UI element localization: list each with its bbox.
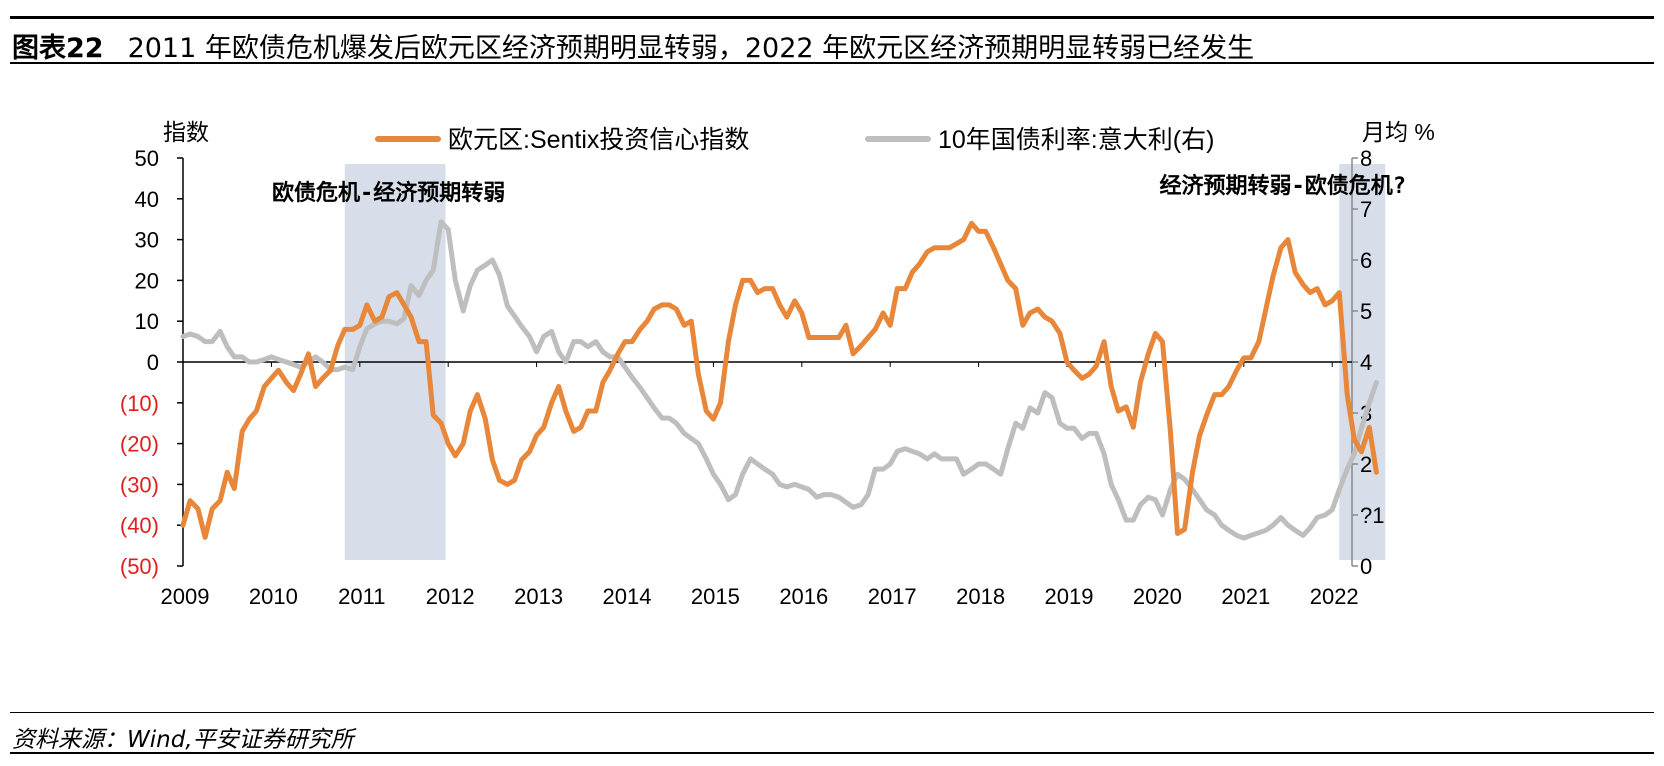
left-tick-label: (40)	[120, 513, 159, 538]
x-tick-label: 2018	[956, 584, 1005, 609]
right-axis-unit: 月均 %	[1362, 119, 1435, 145]
legend-label-sentix: 欧元区:Sentix投资信心指数	[448, 126, 749, 154]
right-tick-label: ?1	[1360, 503, 1384, 528]
left-tick-label: 50	[135, 146, 159, 171]
source-top-rule	[10, 712, 1654, 713]
bottom-rule	[10, 752, 1654, 754]
series-line-italy-yield	[180, 219, 1379, 541]
x-tick-label: 2013	[514, 584, 563, 609]
right-tick-label: 7	[1360, 197, 1372, 222]
left-tick-label: (30)	[120, 472, 159, 497]
left-tick-label: 40	[135, 187, 159, 212]
figure-label: 图表22	[12, 33, 104, 64]
legend-label-italy-yield: 10年国债利率:意大利(右)	[938, 126, 1214, 154]
x-tick-label: 2009	[161, 584, 210, 609]
x-tick-label: 2017	[868, 584, 917, 609]
top-rule	[10, 16, 1654, 19]
annotations: 欧元区:Sentix投资信心指数 10年国债利率:意大利(右) 欧债危机-经济预期转…	[272, 126, 1406, 206]
left-tick-label: (20)	[120, 432, 159, 457]
left-tick-label: 10	[135, 309, 159, 334]
left-tick-label: (50)	[120, 554, 159, 579]
x-tick-label: 2022	[1310, 584, 1359, 609]
x-tick-label: 2016	[779, 584, 828, 609]
x-tick-label: 2015	[691, 584, 740, 609]
right-tick-label: 6	[1360, 248, 1372, 273]
source-note: 资料来源：Wind,平安证券研究所	[12, 727, 354, 753]
right-tick-label: 8	[1360, 146, 1372, 171]
figure-title: 2011 年欧债危机爆发后欧元区经济预期明显转弱，2022 年欧元区经济预期明显…	[127, 33, 1255, 64]
x-tick-label: 2012	[426, 584, 475, 609]
left-tick-label: (10)	[120, 391, 159, 416]
right-tick-label: 2	[1360, 452, 1372, 477]
right-tick-label: 5	[1360, 299, 1372, 324]
right-tick-label: 4	[1360, 350, 1372, 375]
x-tick-label: 2011	[338, 584, 385, 609]
x-tick-label: 2021	[1221, 584, 1270, 609]
annotation-2011: 欧债危机-经济预期转弱	[272, 180, 505, 206]
axes: 50403020100(10)(20)(30)(40)(50)指数8765432…	[120, 119, 1435, 609]
left-tick-label: 30	[135, 228, 159, 253]
right-tick-label: 0	[1360, 554, 1372, 579]
figure-title-row: 图表22 2011 年欧债危机爆发后欧元区经济预期明显转弱，2022 年欧元区经济…	[12, 26, 1254, 65]
x-tick-label: 2014	[603, 584, 652, 609]
title-rule	[10, 62, 1654, 64]
x-tick-label: 2010	[249, 584, 298, 609]
line-chart: 50403020100(10)(20)(30)(40)(50)指数8765432…	[120, 119, 1435, 609]
series-lines	[180, 219, 1379, 541]
annotation-2022: 经济预期转弱-欧债危机?	[1160, 173, 1407, 199]
series-line-sentix	[180, 220, 1379, 540]
left-tick-label: 0	[147, 350, 159, 375]
x-tick-label: 2019	[1045, 584, 1094, 609]
x-tick-label: 2020	[1133, 584, 1182, 609]
left-axis-unit: 指数	[163, 119, 209, 145]
left-tick-label: 20	[135, 268, 159, 293]
